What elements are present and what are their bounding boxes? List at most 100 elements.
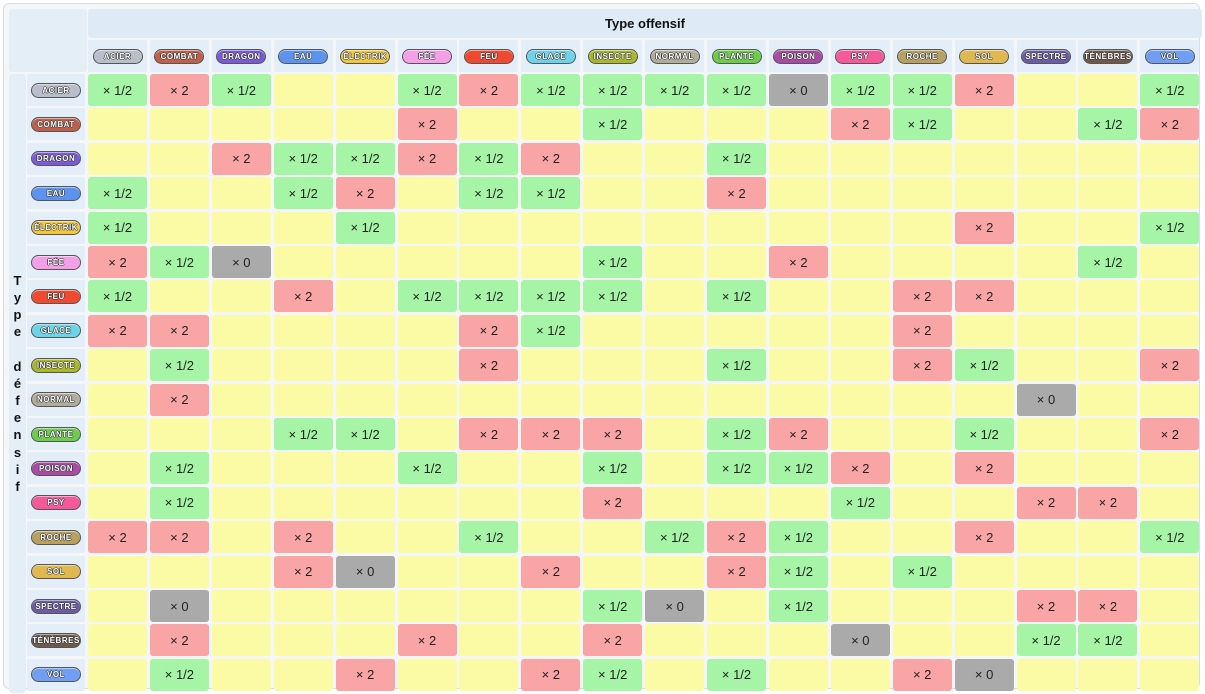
- effectiveness-cell: [1140, 624, 1200, 657]
- attack-type-1[interactable]: ACIER: [88, 40, 147, 72]
- defense-type-13[interactable]: PSY: [27, 486, 85, 519]
- effectiveness-cell: [521, 486, 581, 519]
- defense-type-12[interactable]: POISON: [27, 452, 85, 485]
- defense-header-char: n: [13, 427, 22, 443]
- attack-type-6[interactable]: FÉE: [397, 40, 457, 72]
- effectiveness-cell: × 2: [1078, 486, 1138, 519]
- effectiveness-cell: × 2: [707, 177, 766, 210]
- effectiveness-cell: [149, 555, 209, 588]
- effectiveness-cell: [954, 246, 1014, 278]
- effectiveness-cell: [583, 383, 643, 416]
- effectiveness-cell: × 1/2: [149, 349, 209, 382]
- effectiveness-cell: × 1/2: [1140, 521, 1200, 554]
- effectiveness-cell: × 1/2: [707, 349, 766, 382]
- effectiveness-cell: [335, 521, 395, 554]
- effectiveness-cell: × 1/2: [1016, 624, 1076, 657]
- effectiveness-cell: [1016, 142, 1076, 175]
- attack-type-7[interactable]: FEU: [459, 40, 519, 72]
- effectiveness-cell: [273, 349, 333, 382]
- attack-type-15[interactable]: SOL: [954, 40, 1014, 72]
- effectiveness-cell: [1078, 383, 1138, 416]
- effectiveness-cell: [273, 452, 333, 485]
- effectiveness-cell: [707, 211, 766, 244]
- attack-type-13[interactable]: PSY: [830, 40, 890, 72]
- defense-type-11[interactable]: PLANTE: [27, 418, 85, 450]
- effectiveness-cell: [768, 142, 828, 175]
- effectiveness-cell: × 1/2: [149, 486, 209, 519]
- defense-type-18[interactable]: VOL: [27, 658, 85, 691]
- effectiveness-cell: [1016, 555, 1076, 588]
- effectiveness-cell: × 2: [273, 555, 333, 588]
- effectiveness-cell: [273, 624, 333, 657]
- effectiveness-cell: [1140, 658, 1200, 691]
- effectiveness-cell: [645, 452, 705, 485]
- effectiveness-cell: [1016, 211, 1076, 244]
- defense-type-6[interactable]: FÉE: [27, 246, 85, 278]
- effectiveness-cell: × 1/2: [707, 658, 766, 691]
- attack-type-18[interactable]: VOL: [1140, 40, 1200, 72]
- effectiveness-cell: [892, 211, 952, 244]
- defense-type-8[interactable]: GLACE: [27, 314, 85, 347]
- effectiveness-cell: × 1/2: [645, 74, 705, 106]
- effectiveness-cell: [645, 280, 705, 313]
- effectiveness-cell: [768, 486, 828, 519]
- attack-type-4[interactable]: EAU: [273, 40, 333, 72]
- attack-type-17[interactable]: TÉNÈBRES: [1078, 40, 1138, 72]
- defense-type-9[interactable]: INSECTE: [27, 349, 85, 382]
- effectiveness-cell: [459, 211, 519, 244]
- defense-type-1[interactable]: ACIER: [27, 74, 85, 106]
- defense-type-17[interactable]: TÉNÈBRES: [27, 624, 85, 657]
- effectiveness-cell: [273, 590, 333, 622]
- effectiveness-cell: × 2: [583, 624, 643, 657]
- effectiveness-cell: [1078, 142, 1138, 175]
- defense-type-15[interactable]: SOL: [27, 555, 85, 588]
- effectiveness-cell: × 2: [88, 246, 147, 278]
- attack-type-2[interactable]: COMBAT: [149, 40, 209, 72]
- attack-type-10[interactable]: NORMAL: [645, 40, 705, 72]
- attack-type-11[interactable]: PLANTE: [707, 40, 766, 72]
- effectiveness-cell: [645, 177, 705, 210]
- attack-type-badge: ÉLECTRIK: [340, 48, 391, 64]
- defense-type-16[interactable]: SPECTRE: [27, 590, 85, 622]
- effectiveness-cell: × 0: [211, 246, 271, 278]
- effectiveness-cell: × 2: [707, 555, 766, 588]
- effectiveness-cell: [88, 142, 147, 175]
- effectiveness-cell: [583, 142, 643, 175]
- effectiveness-cell: × 2: [149, 521, 209, 554]
- effectiveness-cell: [88, 486, 147, 519]
- defense-type-badge: SOL: [31, 564, 81, 580]
- effectiveness-cell: × 2: [1078, 590, 1138, 622]
- attack-type-14[interactable]: ROCHE: [892, 40, 952, 72]
- effectiveness-cell: [892, 142, 952, 175]
- effectiveness-cell: × 2: [954, 452, 1014, 485]
- attack-type-9[interactable]: INSECTE: [583, 40, 643, 72]
- attack-type-12[interactable]: POISON: [768, 40, 828, 72]
- effectiveness-cell: [1140, 555, 1200, 588]
- defense-header-char: e: [13, 324, 22, 340]
- effectiveness-cell: [1140, 383, 1200, 416]
- attack-type-8[interactable]: GLACE: [521, 40, 581, 72]
- defense-type-7[interactable]: FEU: [27, 280, 85, 313]
- attack-type-5[interactable]: ÉLECTRIK: [335, 40, 395, 72]
- effectiveness-cell: [1078, 314, 1138, 347]
- effectiveness-cell: [459, 452, 519, 485]
- attack-type-16[interactable]: SPECTRE: [1016, 40, 1076, 72]
- effectiveness-cell: × 2: [149, 314, 209, 347]
- effectiveness-cell: [273, 211, 333, 244]
- defense-type-5[interactable]: ÉLECTRIK: [27, 211, 85, 244]
- effectiveness-cell: × 2: [892, 658, 952, 691]
- effectiveness-cell: [335, 624, 395, 657]
- effectiveness-cell: [88, 590, 147, 622]
- defense-type-3[interactable]: DRAGON: [27, 142, 85, 175]
- defense-type-10[interactable]: NORMAL: [27, 383, 85, 416]
- effectiveness-cell: [1016, 314, 1076, 347]
- defense-type-2[interactable]: COMBAT: [27, 108, 85, 141]
- effectiveness-cell: [768, 211, 828, 244]
- defense-type-14[interactable]: ROCHE: [27, 521, 85, 554]
- attack-type-3[interactable]: DRAGON: [211, 40, 271, 72]
- effectiveness-cell: [521, 521, 581, 554]
- effectiveness-cell: [645, 142, 705, 175]
- defense-type-4[interactable]: EAU: [27, 177, 85, 210]
- attack-type-badge: INSECTE: [587, 48, 638, 64]
- effectiveness-cell: × 2: [830, 452, 890, 485]
